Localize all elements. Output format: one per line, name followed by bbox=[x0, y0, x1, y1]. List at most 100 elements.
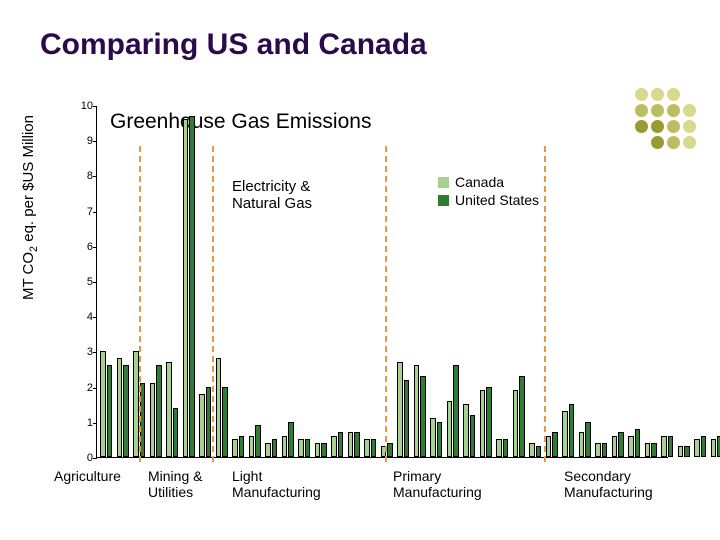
bar-canada bbox=[232, 439, 238, 457]
bar-pair bbox=[595, 443, 607, 457]
bar-us bbox=[701, 436, 707, 457]
bar-us bbox=[470, 415, 476, 457]
y-tick-label: 2 bbox=[73, 382, 93, 394]
bar-canada bbox=[430, 418, 436, 457]
bar-canada bbox=[562, 411, 568, 457]
bar-canada bbox=[166, 362, 172, 457]
bar-canada bbox=[513, 390, 519, 457]
bar-pair bbox=[315, 443, 327, 457]
bar-us bbox=[569, 404, 575, 457]
bar-canada bbox=[628, 436, 634, 457]
bar-canada bbox=[199, 394, 205, 457]
bar-canada bbox=[183, 119, 189, 457]
bar-canada bbox=[678, 446, 684, 457]
bar-us bbox=[486, 387, 492, 457]
bar-us bbox=[255, 425, 261, 457]
bar-us bbox=[107, 365, 113, 457]
bar-us bbox=[420, 376, 426, 457]
bar-us bbox=[536, 446, 542, 457]
bar-pair bbox=[397, 362, 409, 457]
bar-canada bbox=[265, 443, 271, 457]
bar-canada bbox=[282, 436, 288, 457]
y-tick-label: 0 bbox=[73, 452, 93, 464]
bar-canada bbox=[117, 358, 123, 457]
bar-pair bbox=[331, 432, 343, 457]
section-divider bbox=[212, 146, 214, 462]
bar-pair bbox=[612, 432, 624, 457]
bar-pair bbox=[579, 422, 591, 457]
y-tick-label: 4 bbox=[73, 311, 93, 323]
bar-pair bbox=[694, 436, 706, 457]
bar-us bbox=[338, 432, 344, 457]
bar-us bbox=[222, 387, 228, 457]
bar-pair bbox=[100, 351, 112, 457]
bar-pair bbox=[562, 404, 574, 457]
bar-pair bbox=[711, 436, 720, 457]
bar-pair bbox=[216, 358, 228, 457]
bar-canada bbox=[694, 439, 700, 457]
bar-pair bbox=[430, 418, 442, 457]
bar-pair bbox=[166, 362, 178, 457]
bar-pair bbox=[298, 439, 310, 457]
chart-area: 012345678910 bbox=[78, 98, 668, 458]
bar-canada bbox=[331, 436, 337, 457]
bar-canada bbox=[546, 436, 552, 457]
bar-us bbox=[602, 443, 608, 457]
bar-pair bbox=[364, 439, 376, 457]
bar-canada bbox=[612, 436, 618, 457]
y-tick-label: 3 bbox=[73, 346, 93, 358]
bar-pair bbox=[546, 432, 558, 457]
bar-us bbox=[305, 439, 311, 457]
bar-pair bbox=[529, 443, 541, 457]
bar-pair bbox=[496, 439, 508, 457]
bar-us bbox=[321, 443, 327, 457]
x-category-label: Secondary Manufacturing bbox=[564, 468, 653, 500]
bar-us bbox=[503, 439, 509, 457]
bar-us bbox=[635, 429, 641, 457]
bar-us bbox=[371, 439, 377, 457]
bar-canada bbox=[315, 443, 321, 457]
bar-canada bbox=[529, 443, 535, 457]
bar-us bbox=[519, 376, 525, 457]
bar-us bbox=[189, 116, 195, 457]
x-category-label: Light Manufacturing bbox=[232, 468, 321, 500]
bar-us bbox=[684, 446, 690, 457]
section-divider bbox=[544, 146, 546, 462]
bar-us bbox=[272, 439, 278, 457]
bar-us bbox=[404, 380, 410, 457]
bar-pair bbox=[463, 404, 475, 457]
bar-canada bbox=[661, 436, 667, 457]
y-tick-label: 10 bbox=[73, 100, 93, 112]
bar-pair bbox=[513, 376, 525, 457]
bar-pair bbox=[678, 446, 690, 457]
bar-pair bbox=[265, 439, 277, 457]
bar-canada bbox=[397, 362, 403, 457]
bar-pair bbox=[232, 436, 244, 457]
bar-pair bbox=[628, 429, 640, 457]
bar-us bbox=[387, 443, 393, 457]
bar-pair bbox=[661, 436, 673, 457]
bar-pair bbox=[150, 365, 162, 457]
section-divider bbox=[385, 146, 387, 462]
bar-pair bbox=[199, 387, 211, 457]
bar-us bbox=[206, 387, 212, 457]
bar-canada bbox=[645, 443, 651, 457]
y-tick-label: 7 bbox=[73, 206, 93, 218]
bar-us bbox=[618, 432, 624, 457]
x-category-label: Mining & Utilities bbox=[148, 468, 202, 500]
bar-us bbox=[288, 422, 294, 457]
bar-us bbox=[173, 408, 179, 457]
bar-canada bbox=[414, 365, 420, 457]
x-category-label: Primary Manufacturing bbox=[393, 468, 482, 500]
bar-us bbox=[123, 365, 129, 457]
bar-us bbox=[354, 432, 360, 457]
y-tick-label: 8 bbox=[73, 170, 93, 182]
bar-pair bbox=[183, 116, 195, 457]
y-tick-label: 5 bbox=[73, 276, 93, 288]
bar-canada bbox=[364, 439, 370, 457]
bar-canada bbox=[463, 404, 469, 457]
bar-canada bbox=[711, 439, 717, 457]
bar-canada bbox=[249, 436, 255, 457]
bar-pair bbox=[117, 358, 129, 457]
y-tick-label: 9 bbox=[73, 135, 93, 147]
